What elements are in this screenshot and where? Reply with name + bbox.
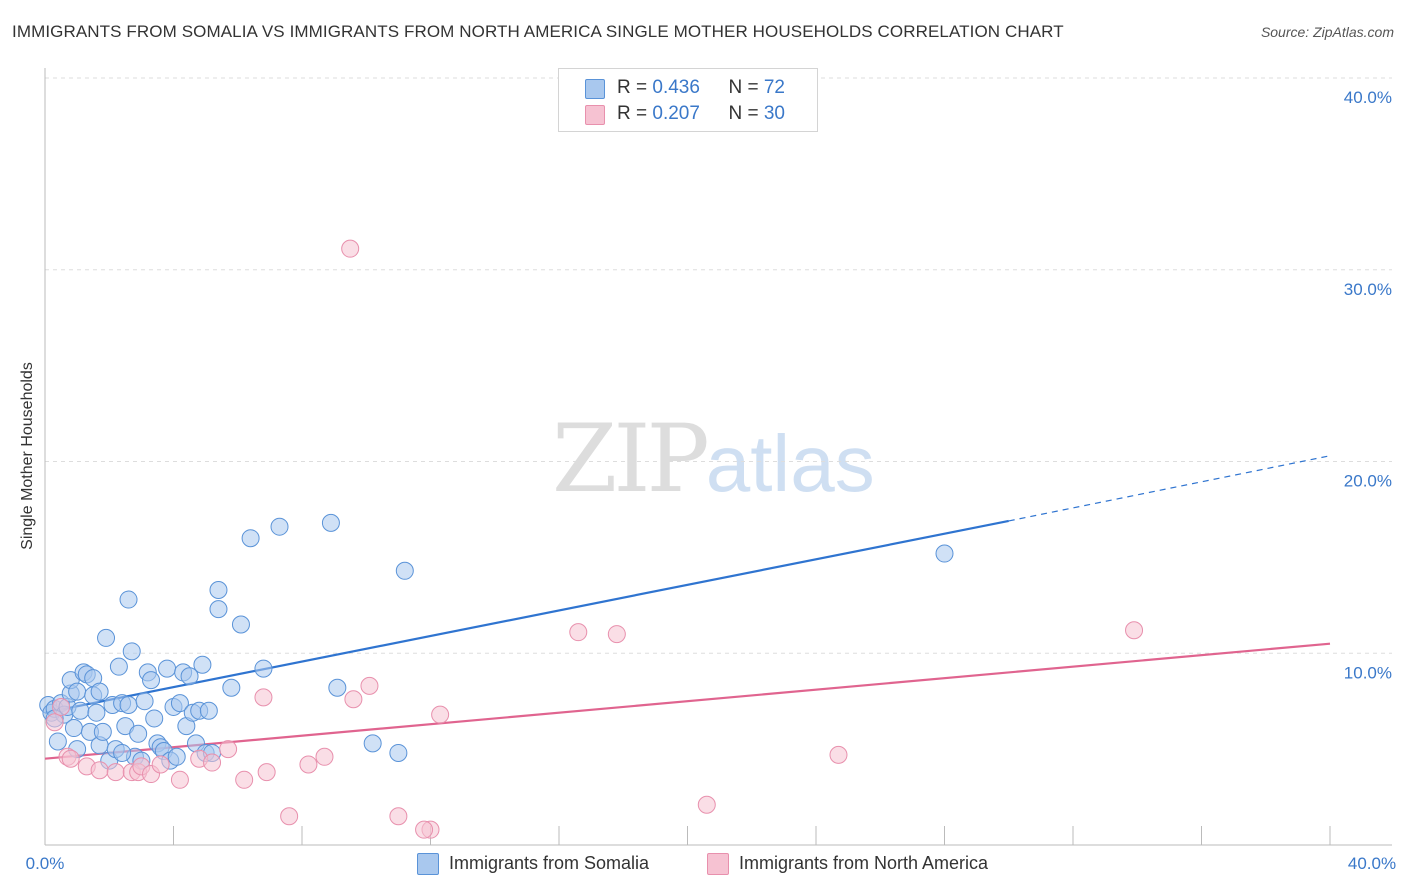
north-america-point bbox=[170, 770, 189, 789]
source-credit: Source: ZipAtlas.com bbox=[1260, 24, 1394, 40]
watermark-atlas: atlas bbox=[705, 419, 875, 508]
somalia-point bbox=[113, 743, 132, 762]
north-america-point bbox=[45, 713, 64, 732]
somalia-point bbox=[135, 692, 154, 711]
north-america-r-label: R = bbox=[617, 103, 653, 124]
north-america-legend-label: Immigrants from North America bbox=[739, 853, 989, 873]
somalia-point bbox=[241, 529, 260, 548]
somalia-point bbox=[180, 667, 199, 686]
somalia-point bbox=[209, 580, 228, 599]
somalia-point bbox=[48, 732, 67, 751]
north-america-point bbox=[203, 753, 222, 772]
somalia-point bbox=[158, 659, 177, 678]
somalia-point bbox=[119, 590, 138, 609]
somalia-r-value: 0.436 bbox=[652, 77, 700, 98]
somalia-point bbox=[71, 701, 90, 720]
north-america-r-value: 0.207 bbox=[652, 103, 700, 124]
somalia-point bbox=[122, 642, 141, 661]
north-america-point bbox=[151, 755, 170, 774]
north-america-point bbox=[280, 807, 299, 826]
north-america-point bbox=[254, 688, 273, 707]
somalia-r-label: R = bbox=[617, 77, 653, 98]
north-america-point bbox=[431, 705, 450, 724]
somalia-point bbox=[231, 615, 250, 634]
zipatlas-watermark: ZIPatlas bbox=[552, 405, 875, 514]
north-america-point bbox=[389, 807, 408, 826]
north-america-point bbox=[235, 770, 254, 789]
x-tick-label-max: 40.0% bbox=[1348, 854, 1396, 873]
north-america-point bbox=[360, 676, 379, 695]
north-america-point bbox=[315, 747, 334, 766]
somalia-point bbox=[321, 513, 340, 532]
somalia-point bbox=[129, 724, 148, 743]
somalia-point bbox=[170, 694, 189, 713]
somalia-point bbox=[363, 734, 382, 753]
somalia-point bbox=[145, 709, 164, 728]
north-america-point bbox=[90, 761, 109, 780]
somalia-point bbox=[87, 703, 106, 722]
somalia-point bbox=[935, 544, 954, 563]
points-layer bbox=[39, 239, 1144, 839]
north-america-n-label: N = bbox=[728, 103, 764, 124]
somalia-point bbox=[142, 671, 161, 690]
somalia-legend-swatch bbox=[417, 853, 439, 875]
north-america-point bbox=[299, 755, 318, 774]
trend-layer bbox=[44, 455, 1331, 760]
north-america-point bbox=[415, 820, 434, 839]
north-america-trend-line bbox=[44, 642, 1331, 760]
somalia-point bbox=[395, 561, 414, 580]
y-tick-label: 20.0% bbox=[1344, 472, 1392, 491]
somalia-n-label: N = bbox=[728, 77, 764, 98]
north-america-point bbox=[1125, 621, 1144, 640]
x-tick-label-min: 0.0% bbox=[26, 854, 65, 873]
north-america-legend-swatch bbox=[707, 853, 729, 875]
somalia-trend-line bbox=[44, 519, 1009, 714]
north-america-point bbox=[697, 795, 716, 814]
north-america-point bbox=[569, 623, 588, 642]
north-america-point bbox=[219, 740, 238, 759]
north-america-point bbox=[829, 745, 848, 764]
somalia-trend-extension bbox=[1008, 455, 1331, 522]
somalia-point bbox=[254, 659, 273, 678]
somalia-legend-label: Immigrants from Somalia bbox=[449, 853, 650, 873]
somalia-point bbox=[167, 747, 186, 766]
north-america-stats: R = 0.207 N = 30 bbox=[617, 103, 785, 125]
north-america-point bbox=[344, 690, 363, 709]
somalia-point bbox=[93, 722, 112, 741]
y-tick-label: 30.0% bbox=[1344, 280, 1392, 299]
stats-legend: R = 0.436 N = 72 R = 0.207 N = 30 bbox=[558, 68, 818, 132]
north-america-point bbox=[257, 763, 276, 782]
somalia-point bbox=[97, 628, 116, 647]
somalia-point bbox=[270, 517, 289, 536]
somalia-point bbox=[109, 657, 128, 676]
north-america-point bbox=[52, 697, 71, 716]
y-tick-label: 10.0% bbox=[1344, 663, 1392, 682]
somalia-point bbox=[119, 696, 138, 715]
north-america-swatch bbox=[585, 105, 605, 125]
north-america-point bbox=[61, 749, 80, 768]
north-america-point bbox=[607, 625, 626, 644]
north-america-point bbox=[106, 763, 125, 782]
chart-title: IMMIGRANTS FROM SOMALIA VS IMMIGRANTS FR… bbox=[12, 22, 1064, 41]
somalia-point bbox=[193, 655, 212, 674]
somalia-point bbox=[90, 682, 109, 701]
watermark-zip: ZIP bbox=[552, 405, 710, 514]
north-america-point bbox=[341, 239, 360, 258]
somalia-point bbox=[328, 678, 347, 697]
somalia-n-value: 72 bbox=[763, 77, 785, 98]
axis-layer bbox=[44, 68, 1392, 846]
somalia-point bbox=[64, 719, 83, 738]
somalia-point bbox=[68, 682, 87, 701]
grid-layer bbox=[45, 77, 1392, 654]
somalia-point bbox=[222, 678, 241, 697]
north-america-n-value: 30 bbox=[763, 103, 785, 124]
y-tick-label: 40.0% bbox=[1344, 88, 1392, 107]
somalia-point bbox=[389, 743, 408, 762]
somalia-stats: R = 0.436 N = 72 bbox=[617, 77, 785, 99]
somalia-point bbox=[199, 701, 218, 720]
somalia-point bbox=[209, 600, 228, 619]
tick-label-layer: 10.0% 20.0% 30.0% 40.0% 0.0% 40.0% bbox=[26, 88, 1396, 873]
somalia-swatch bbox=[585, 79, 605, 99]
